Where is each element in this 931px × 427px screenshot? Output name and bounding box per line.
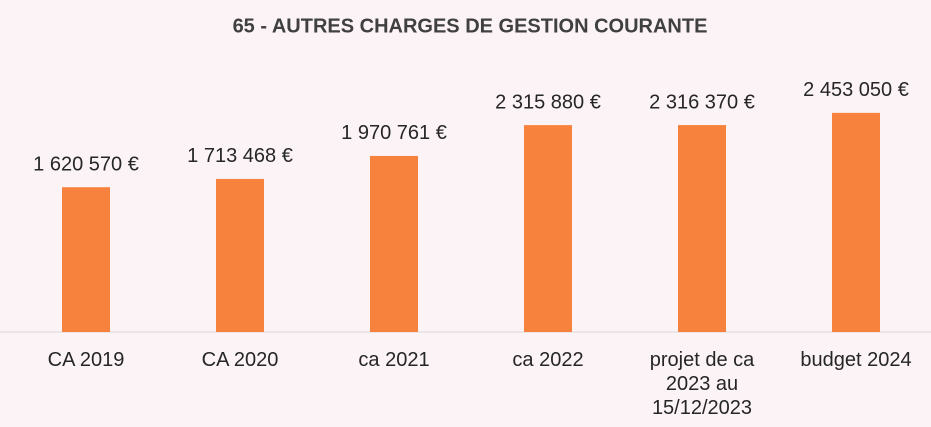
bar	[370, 155, 418, 332]
bar	[62, 187, 110, 332]
value-label: 2 316 370 €	[649, 91, 755, 113]
chart-title: 65 - AUTRES CHARGES DE GESTION COURANTE	[233, 15, 708, 37]
value-label: 2 315 880 €	[495, 91, 601, 113]
value-label: 2 453 050 €	[803, 79, 909, 101]
x-tick-label: CA 2019	[47, 349, 125, 371]
x-tick-label: ca 2021	[358, 349, 430, 371]
bar	[524, 125, 572, 333]
x-tick-label: budget 2024	[800, 349, 912, 371]
value-label: 1 713 468 €	[187, 145, 293, 167]
bar	[832, 112, 880, 332]
value-label: 1 620 570 €	[33, 154, 139, 176]
x-tick-label: projet de ca 2023 au 15/12/2023	[649, 349, 755, 419]
x-tick-label: CA 2020	[201, 349, 279, 371]
value-label: 1 970 761 €	[341, 122, 447, 144]
x-tick-label: ca 2022	[512, 349, 584, 371]
bar	[216, 178, 264, 332]
bar	[678, 125, 726, 332]
